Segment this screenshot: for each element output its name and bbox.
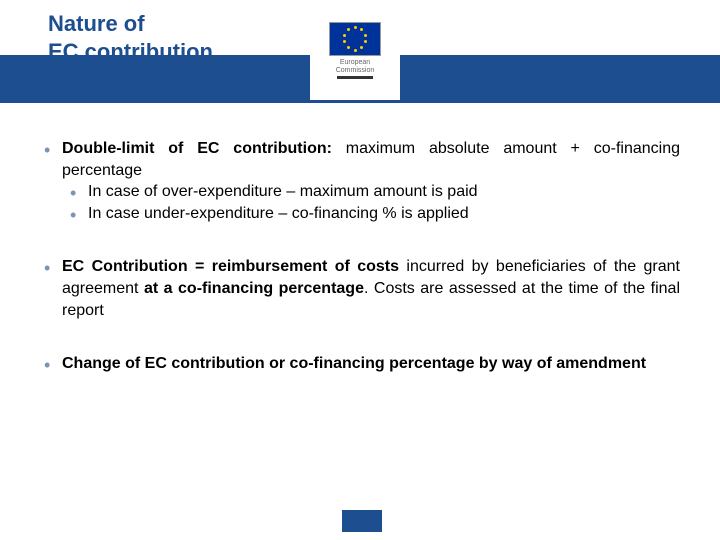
bullet-2-main: EC Contribution = reimbursement of costs… xyxy=(44,256,680,321)
bullet-1-main: Double-limit of EC contribution: maximum… xyxy=(44,138,680,181)
slide-title: Nature of EC contribution xyxy=(48,10,213,65)
title-line-2: EC contribution xyxy=(48,39,213,64)
stars-ring-icon xyxy=(342,26,368,52)
content-area: Double-limit of EC contribution: maximum… xyxy=(44,138,680,407)
bullet-3: Change of EC contribution or co-financin… xyxy=(44,353,680,375)
bullet-2: EC Contribution = reimbursement of costs… xyxy=(44,256,680,321)
title-line-1: Nature of xyxy=(48,11,145,36)
eu-flag-icon xyxy=(329,22,381,56)
logo-underline xyxy=(337,76,373,79)
bullet-1-sub-1: In case of over-expenditure – maximum am… xyxy=(70,181,680,203)
ec-logo: European Commission xyxy=(310,18,400,100)
under-expenditure: under-expenditure xyxy=(144,205,274,222)
logo-text: European Commission xyxy=(336,59,375,74)
bullet-1-lead: Double-limit of EC contribution: xyxy=(62,140,332,157)
over-expenditure: over-expenditure xyxy=(162,183,282,200)
bullet-1: Double-limit of EC contribution: maximum… xyxy=(44,138,680,224)
footer-flag-icon xyxy=(342,510,382,532)
bullet-1-sub-2: In case under-expenditure – co-financing… xyxy=(70,203,680,225)
bullet-3-main: Change of EC contribution or co-financin… xyxy=(44,353,680,375)
